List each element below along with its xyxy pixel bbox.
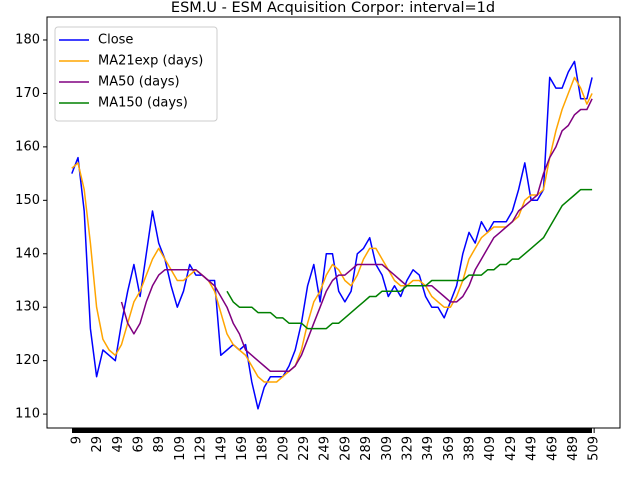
y-tick-label: 150	[15, 193, 40, 208]
x-tick-label: 29	[90, 436, 105, 453]
x-tick-label: 409	[483, 436, 498, 461]
legend-label: Close	[98, 33, 133, 48]
x-tick-label: 509	[587, 436, 602, 461]
x-tick-label: 269	[338, 436, 353, 461]
x-tick-label: 109	[173, 436, 188, 461]
series-line	[71, 60, 593, 410]
series-line	[226, 188, 593, 330]
y-tick-label: 170	[15, 86, 40, 101]
x-tick-label: 489	[566, 436, 581, 461]
x-tick-label: 89	[152, 436, 167, 453]
x-tick-label: 349	[421, 436, 436, 461]
legend-box	[54, 26, 218, 122]
x-tick-label: 329	[400, 436, 415, 461]
plot-frame	[46, 16, 621, 429]
legend-label: MA150 (days)	[98, 96, 188, 111]
y-tick-label: 160	[15, 139, 40, 154]
chart-title: ESM.U - ESM Acquisition Corpor: interval…	[171, 0, 495, 16]
y-tick-label: 120	[15, 353, 40, 368]
x-tick-label: 149	[214, 436, 229, 461]
minor-ticks	[72, 428, 592, 433]
legend-label: MA21exp (days)	[98, 54, 203, 69]
x-tick-label: 309	[380, 436, 395, 461]
x-tick-label: 389	[463, 436, 478, 461]
x-tick-label: 209	[276, 436, 291, 461]
y-tick-label: 140	[15, 246, 40, 261]
x-tick-label: 49	[111, 436, 126, 453]
y-tick-label: 110	[15, 407, 40, 422]
x-tick-label: 69	[132, 436, 147, 453]
legend-label: MA50 (days)	[98, 75, 180, 90]
x-tick-label: 429	[504, 436, 519, 461]
x-tick-label: 469	[545, 436, 560, 461]
y-tick-label: 130	[15, 300, 40, 315]
x-tick-label: 229	[297, 436, 312, 461]
x-tick-label: 369	[442, 436, 457, 461]
x-tick-label: 129	[194, 436, 209, 461]
x-tick-label: 449	[525, 436, 540, 461]
series-line	[120, 98, 593, 373]
y-tick-label: 180	[15, 32, 40, 47]
x-tick-label: 289	[359, 436, 374, 461]
x-tick-label: 189	[256, 436, 271, 461]
x-tick-label: 169	[235, 436, 250, 461]
x-tick-label: 249	[318, 436, 333, 461]
x-tick-label: 9	[69, 436, 84, 444]
